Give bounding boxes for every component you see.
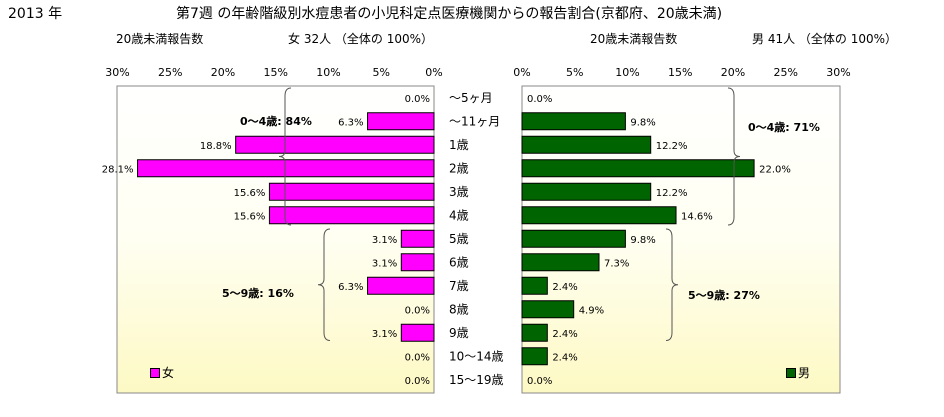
female-bar (400, 253, 435, 272)
female-0-4-brace (278, 87, 292, 226)
female-bar (367, 276, 435, 295)
male-bar (521, 300, 575, 319)
male-bar (521, 347, 548, 366)
male-bar (521, 159, 755, 178)
male-data-label: 12.2% (656, 141, 688, 152)
female-axis-tick: 30% (105, 66, 129, 79)
year-label: 2013 年 (8, 6, 63, 22)
female-bar (268, 182, 435, 201)
female-bar (268, 206, 435, 225)
female-legend: 女 (150, 364, 174, 381)
male-legend-label: 男 (798, 366, 811, 380)
male-axis-tick: 15% (668, 66, 692, 79)
female-axis-tick: 0% (425, 66, 442, 79)
category-label: 8歳 (449, 302, 469, 316)
female-legend-swatch (150, 367, 160, 378)
female-bar (367, 112, 435, 131)
female-data-label: 28.1% (102, 164, 134, 175)
category-label: 2歳 (449, 161, 469, 175)
female-axis-tick: 20% (211, 66, 235, 79)
category-label: 10～14歳 (449, 349, 504, 363)
male-data-label: 2.4% (552, 352, 577, 363)
female-data-label: 0.0% (405, 352, 430, 363)
female-data-label: 15.6% (234, 188, 266, 199)
male-0-4-brace (727, 87, 741, 226)
male-bar (521, 323, 548, 342)
male-data-label: 7.3% (604, 258, 629, 269)
category-label: ～5ヶ月 (449, 91, 493, 105)
male-axis-tick: 5% (566, 66, 583, 79)
female-summary: 女 32人 （全体の 100%） (288, 32, 434, 46)
male-data-label: 2.4% (552, 329, 577, 340)
male-bar (521, 182, 652, 201)
female-bar (400, 323, 435, 342)
male-bar (521, 229, 626, 248)
female-axis-tick: 5% (373, 66, 390, 79)
male-data-label: 9.8% (630, 235, 655, 246)
female-bar (400, 229, 435, 248)
female-data-label: 15.6% (234, 211, 266, 222)
category-label: ～11ヶ月 (449, 114, 500, 128)
female-data-label: 3.1% (372, 235, 397, 246)
category-label: 4歳 (449, 208, 469, 222)
male-legend: 男 (786, 364, 810, 381)
male-data-label: 9.8% (630, 117, 655, 128)
male-axis-tick: 25% (774, 66, 798, 79)
male-bar (521, 253, 600, 272)
male-bar (521, 276, 548, 295)
category-label: 1歳 (449, 138, 469, 152)
female-5-9-brace (317, 228, 331, 341)
female-data-label: 3.1% (372, 329, 397, 340)
female-data-label: 6.3% (338, 282, 363, 293)
category-label: 9歳 (449, 326, 469, 340)
female-axis-tick: 25% (158, 66, 182, 79)
male-data-label: 0.0% (527, 94, 552, 105)
category-label: 7歳 (449, 279, 469, 293)
male-0-4-annotation: 0～4歳: 71% (748, 121, 820, 134)
female-axis-tick: 15% (264, 66, 288, 79)
male-5-9-brace (665, 228, 679, 341)
category-label: 6歳 (449, 255, 469, 269)
female-data-label: 6.3% (338, 117, 363, 128)
category-label: 5歳 (449, 232, 469, 246)
category-label: 15～19歳 (449, 373, 504, 387)
female-data-label: 3.1% (372, 258, 397, 269)
female-bar (235, 135, 435, 154)
chart-title: 第7週 の年齢階級別水痘患者の小児科定点医療機関からの報告割合(京都府、20歳未… (176, 6, 723, 22)
male-summary: 男 41人 （全体の 100%） (752, 32, 898, 46)
female-count-label: 20歳未満報告数 (116, 32, 204, 46)
male-bar (521, 135, 652, 154)
male-data-label: 2.4% (552, 282, 577, 293)
female-5-9-annotation: 5～9歳: 16% (222, 287, 294, 300)
male-data-label: 14.6% (681, 211, 713, 222)
male-data-label: 0.0% (527, 376, 552, 387)
male-legend-swatch (786, 367, 796, 378)
male-axis-tick: 20% (721, 66, 745, 79)
male-count-label: 20歳未満報告数 (590, 32, 678, 46)
category-label: 3歳 (449, 185, 469, 199)
female-legend-label: 女 (162, 366, 175, 380)
female-data-label: 0.0% (405, 305, 430, 316)
female-axis-tick: 10% (316, 66, 340, 79)
male-axis-tick: 30% (826, 66, 850, 79)
male-axis-tick: 10% (615, 66, 639, 79)
female-data-label: 0.0% (405, 94, 430, 105)
female-data-label: 18.8% (200, 141, 232, 152)
male-data-label: 4.9% (579, 305, 604, 316)
female-0-4-annotation: 0～4歳: 84% (240, 115, 312, 128)
female-bar (137, 159, 435, 178)
male-data-label: 22.0% (759, 164, 791, 175)
female-data-label: 0.0% (405, 376, 430, 387)
male-data-label: 12.2% (656, 188, 688, 199)
male-bar (521, 112, 626, 131)
male-5-9-annotation: 5～9歳: 27% (688, 289, 760, 302)
male-bar (521, 206, 677, 225)
male-axis-tick: 0% (513, 66, 530, 79)
